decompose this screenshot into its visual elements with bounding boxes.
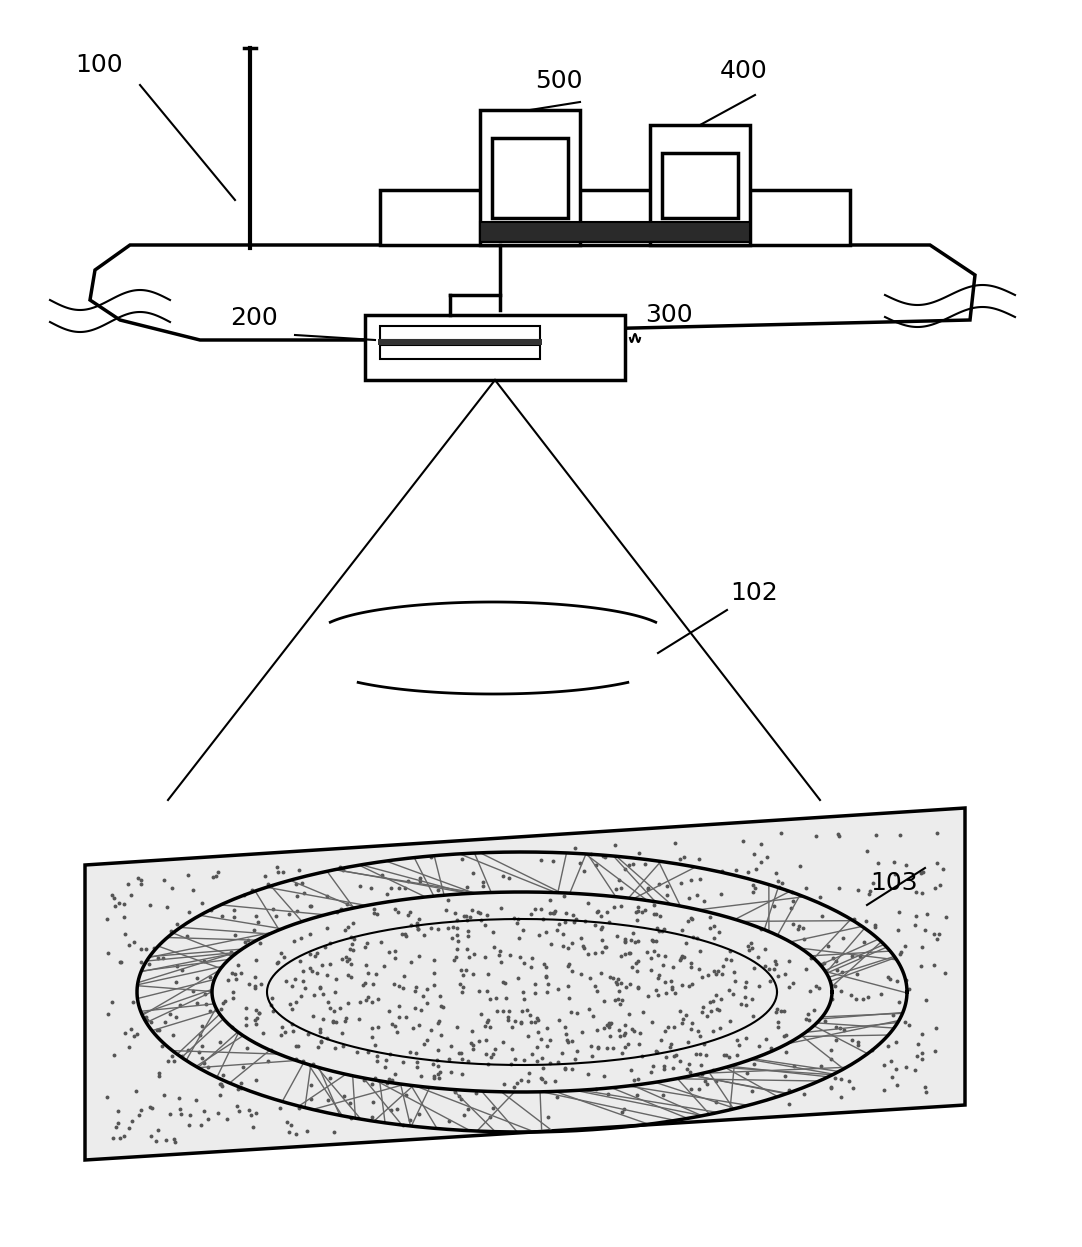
Bar bbox=[662, 153, 738, 218]
Bar bbox=[480, 110, 580, 244]
Text: 500: 500 bbox=[535, 69, 582, 94]
Text: 100: 100 bbox=[75, 54, 122, 77]
Text: 400: 400 bbox=[720, 59, 768, 84]
Bar bbox=[650, 125, 750, 244]
Text: 300: 300 bbox=[645, 303, 692, 327]
Text: 102: 102 bbox=[730, 581, 778, 605]
Bar bbox=[365, 315, 625, 380]
Polygon shape bbox=[380, 190, 850, 244]
Bar bbox=[378, 339, 542, 345]
Text: 200: 200 bbox=[230, 306, 278, 330]
Polygon shape bbox=[85, 808, 965, 1160]
Bar bbox=[380, 325, 540, 340]
Text: 103: 103 bbox=[870, 870, 918, 895]
Bar bbox=[492, 138, 568, 218]
Bar bbox=[480, 222, 750, 242]
Bar bbox=[380, 345, 540, 359]
Polygon shape bbox=[90, 244, 975, 340]
